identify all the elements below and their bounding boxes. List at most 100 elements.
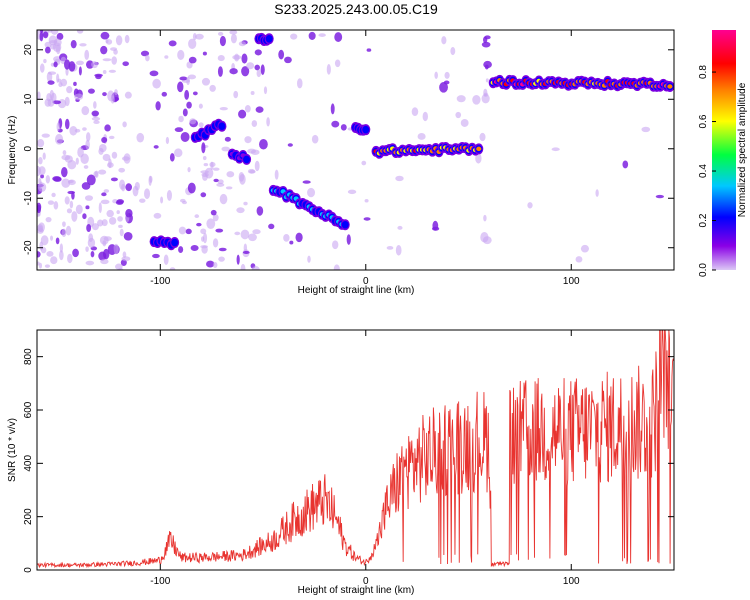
spectrogram-noise-blob [250,91,255,96]
spectrogram-noise-blob [307,255,311,263]
spectrogram-noise-blob [346,234,351,245]
spectrogram-noise-blob [69,200,74,209]
snr-x-tick-label: 100 [563,576,580,587]
spectrogram-noise-blob [361,160,367,166]
spectrogram-noise-blob [86,223,92,232]
spectrogram-noise-blob [42,152,46,160]
spectrogram-noise-blob [45,174,51,184]
spectrogram-noise-blob [219,35,226,47]
colorbar-ticks: 0.0 0.2 0.4 0.6 0.8 [698,65,716,277]
spectrogram-noise-blob [479,132,486,142]
spectrogram-noise-blob [238,109,247,119]
spectrogram-noise-blob [78,66,82,76]
spectrogram-noise-blob [192,32,197,41]
spectrogram-ridge-core [342,222,348,227]
spectrogram-noise-blob [114,89,118,96]
spectrogram-noise-blob [83,165,89,169]
spectrogram-noise-blob [64,96,70,107]
spectrogram-y-axis-label: Frequency (Hz) [7,116,18,185]
spectrogram-noise-blob [91,116,101,121]
snr-y-tick-label: 800 [23,348,34,365]
spectrogram-noise-blob [116,199,125,204]
spectrogram-noise-blob [102,240,107,247]
spectrogram-noise-blob [111,151,118,159]
spectrogram-noise-blob [226,171,235,178]
spectrogram-noise-blob [178,226,187,235]
spectrogram-noise-blob [206,218,216,229]
spectrogram-noise-blob [64,59,71,70]
spectrogram-noise-blob [174,127,184,133]
colorbar-tick-label: 0.6 [698,114,709,128]
spectrogram-ridges [149,32,674,251]
spectrogram-noise-blob [50,256,58,265]
spectrogram-noise-blob [254,49,262,56]
spectrogram-noise-blob [363,217,371,221]
spectrogram-noise-blob [108,158,112,169]
spectrogram-noise-blob [411,107,419,117]
spectrogram-noise-blob [67,179,76,186]
spectrogram-noise-blob [185,228,192,235]
spectrogram-noise-blob [67,190,76,195]
colorbar-gradient [712,30,736,270]
spectrogram-noise-blob [108,135,115,140]
spectrogram-noise-blob [122,121,127,128]
spectrogram-noise-blob [168,40,177,47]
spectrogram-noise-blob [118,267,124,270]
spectrogram-noise-blob [101,192,107,197]
spectrogram-noise-blob [61,154,71,161]
spectrogram-noise-blob [527,202,533,209]
spectrogram-noise-blob [480,231,489,243]
spectrogram-noise-blob [333,264,340,270]
spectrogram-noise-blob [91,110,100,117]
spectrogram-plot-area [37,30,674,270]
spectrogram-noise-blob [100,45,108,55]
spectrogram-noise-blob [386,246,394,250]
spectrogram-noise-blob [42,31,49,39]
spectrogram-noise-blob [82,213,87,220]
spectrogram-noise-blob [65,225,72,236]
spectrogram-noise-blob [82,127,87,131]
spectrogram-noise-blob [308,31,316,40]
spectrogram-noise-blob [186,76,190,86]
spectrogram-noise-blob [119,228,124,237]
spectrogram-noise-blob [102,153,111,162]
spectrogram-noise-blob [72,248,79,258]
spectrogram-noise-blob [256,69,262,78]
spectrogram-noise-blob [61,166,68,178]
spectrogram-noise-blob [254,160,260,172]
spectrogram-y-ticks: -20 -10 0 10 20 [23,44,674,255]
spectrogram-noise-blob [125,208,133,218]
spectrogram-noise-blob [87,88,95,94]
spectrogram-noise-blob [209,84,216,92]
spectrogram-noise-blob [263,86,268,95]
spectrogram-noise-blob [444,71,450,79]
spectrogram-noise-blob [85,132,91,142]
spectrogram-noise-blob [483,92,489,97]
spectrogram-noise-blob [206,260,215,268]
spectrogram-noise-blob [347,189,357,195]
spectrogram-noise-blob [366,48,372,52]
spectrogram-noise-blob [244,136,252,144]
spectrogram-noise-blob [174,148,183,158]
spectrogram-noise-blob [297,78,303,89]
spectrogram-noise-blob [79,43,87,47]
spectrogram-noise-blob [94,170,99,179]
spectrogram-noise-blob [200,228,207,235]
spectrogram-y-tick-label: 10 [23,93,34,105]
spectrogram-noise-blob [85,139,90,150]
spectrogram-noise-blob [481,41,491,48]
spectrogram-x-tick-label: 100 [563,276,580,287]
spectrogram-noise-blob [122,251,127,259]
spectrogram-noise-blob [99,143,107,153]
spectrogram-noise-blob [251,120,258,128]
spectrogram-noise-blob [202,51,207,56]
colorbar: 0.0 0.2 0.4 0.6 0.8 Normalized spectral ampl… [698,30,748,277]
spectrogram-noise-blob [217,179,224,185]
spectrogram-noise-blob [192,91,198,96]
spectrogram-ridge-core [243,157,250,162]
spectrogram-noise-blob [247,168,256,174]
spectrogram-noise-blob [186,61,193,69]
spectrogram-noise-blob [44,264,51,268]
spectrogram-noise-blob [201,77,211,86]
spectrogram-noise-blob [395,175,404,182]
